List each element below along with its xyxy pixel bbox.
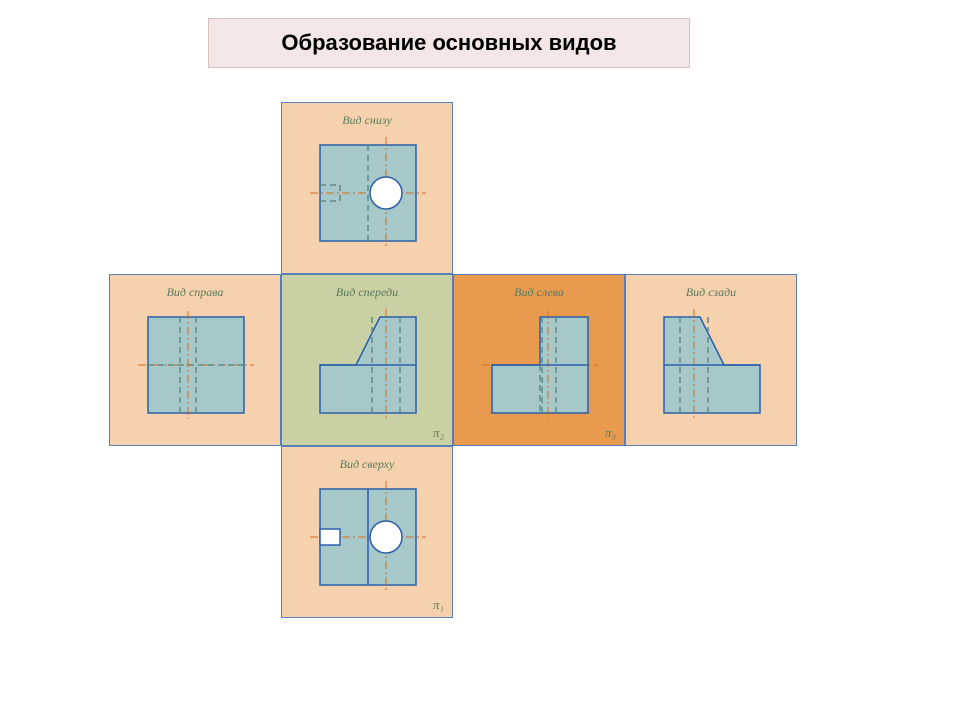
panel-right: Вид слева π₃ <box>453 274 625 446</box>
panel-front: Вид спереди π₂ <box>281 274 453 446</box>
panel-left: Вид справа <box>109 274 281 446</box>
panel-label-far: Вид сзади <box>626 285 796 300</box>
shape-far <box>664 317 760 413</box>
panel-label-right: Вид слева <box>454 285 624 300</box>
panel-far: Вид сзади <box>625 274 797 446</box>
panel-bottom: Вид сверху π₁ <box>281 446 453 618</box>
shape-bottom <box>320 489 416 585</box>
title-text: Образование основных видов <box>281 30 616 55</box>
shape-right <box>492 317 588 413</box>
panel-label-left: Вид справа <box>110 285 280 300</box>
panel-label-top: Вид снизу <box>282 113 452 128</box>
shape-front <box>320 317 416 413</box>
panel-label-front: Вид спереди <box>282 285 452 300</box>
pi-label-front: π₂ <box>433 425 444 441</box>
page-title: Образование основных видов <box>208 18 690 68</box>
pi-label-bottom: π₁ <box>433 597 444 613</box>
shape-left <box>148 317 244 413</box>
pi-label-right: π₃ <box>605 425 616 441</box>
shape-top <box>320 145 416 241</box>
panel-label-bottom: Вид сверху <box>282 457 452 472</box>
panel-top: Вид снизу <box>281 102 453 274</box>
